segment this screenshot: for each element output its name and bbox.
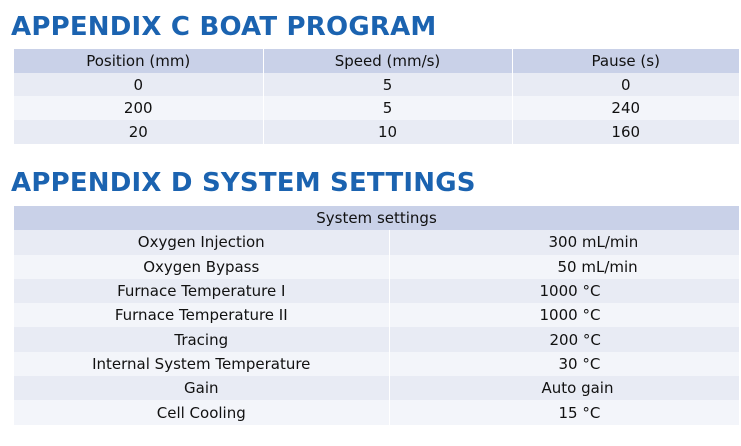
table-row: Gain Auto gain xyxy=(14,376,739,401)
setting-label: Internal System Temperature xyxy=(14,351,390,377)
setting-value-cell: 50 mL/min xyxy=(389,254,739,279)
setting-label: Oxygen Injection xyxy=(14,230,390,255)
table-row: Internal System Temperature 30 °C xyxy=(14,351,739,377)
setting-label: Cell Cooling xyxy=(14,400,390,425)
setting-value-cell: 15 °C xyxy=(389,400,739,425)
appendix-d-title: APPENDIX D SYSTEM SETTINGS xyxy=(11,168,476,198)
system-settings-table: System settings Oxygen Injection 300 mL/… xyxy=(14,206,739,425)
speed-cell: 5 xyxy=(263,96,513,121)
table-header-row: Position (mm) Speed (mm/s) Pause (s) xyxy=(14,49,739,73)
setting-value: 30 °C xyxy=(558,354,601,373)
speed-cell: 5 xyxy=(263,72,513,97)
column-header-speed: Speed (mm/s) xyxy=(263,49,513,73)
setting-value: 300 mL/min xyxy=(548,233,639,252)
table-row: Cell Cooling 15 °C xyxy=(14,400,739,425)
position-cell: 200 xyxy=(14,96,264,121)
setting-value: 1000 °C xyxy=(539,306,601,325)
setting-label: Furnace Temperature II xyxy=(14,303,390,328)
table-row: 20 10 160 xyxy=(14,120,739,144)
system-settings-header: System settings xyxy=(14,206,739,231)
setting-label: Gain xyxy=(14,376,390,401)
boat-program-table: Position (mm) Speed (mm/s) Pause (s) 0 5… xyxy=(14,49,739,144)
setting-value-cell: 1000 °C xyxy=(389,303,739,328)
setting-value-cell: Auto gain xyxy=(389,376,739,401)
appendix-c-title: APPENDIX C BOAT PROGRAM xyxy=(11,12,437,42)
table-row: 0 5 0 xyxy=(14,72,739,97)
setting-value: Auto gain xyxy=(541,379,614,398)
table-row: 200 5 240 xyxy=(14,96,739,121)
setting-value-cell: 200 °C xyxy=(389,327,739,352)
speed-cell: 10 xyxy=(263,120,513,144)
table-header-row: System settings xyxy=(14,206,739,231)
setting-value-cell: 30 °C xyxy=(389,351,739,377)
column-header-position: Position (mm) xyxy=(14,49,264,73)
setting-value-cell: 1000 °C xyxy=(389,278,739,304)
pause-cell: 0 xyxy=(512,72,739,97)
position-cell: 20 xyxy=(14,120,264,144)
table-row: Furnace Temperature II 1000 °C xyxy=(14,303,739,328)
pause-cell: 240 xyxy=(512,96,739,121)
table-row: Oxygen Injection 300 mL/min xyxy=(14,230,739,255)
table-row: Oxygen Bypass 50 mL/min xyxy=(14,254,739,279)
setting-value: 50 mL/min xyxy=(557,257,638,276)
setting-value: 200 °C xyxy=(549,330,601,349)
setting-label: Tracing xyxy=(14,327,390,352)
table-row: Furnace Temperature I 1000 °C xyxy=(14,278,739,304)
column-header-pause: Pause (s) xyxy=(512,49,739,73)
setting-value-cell: 300 mL/min xyxy=(389,230,739,255)
setting-value: 15 °C xyxy=(558,403,601,422)
setting-label: Furnace Temperature I xyxy=(14,278,390,304)
setting-value: 1000 °C xyxy=(539,282,601,301)
table-row: Tracing 200 °C xyxy=(14,327,739,352)
position-cell: 0 xyxy=(14,72,264,97)
pause-cell: 160 xyxy=(512,120,739,144)
setting-label: Oxygen Bypass xyxy=(14,254,390,279)
